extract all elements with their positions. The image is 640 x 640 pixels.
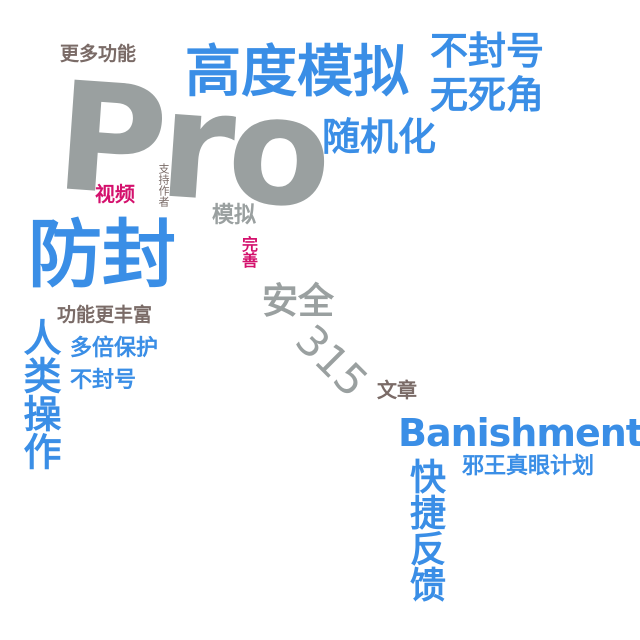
- word-beibei-baohu: 多倍保护: [70, 336, 159, 361]
- word-rulei-caozuo: 人类操作: [17, 318, 61, 470]
- word-kuaijie-fankui: 快捷反馈: [404, 458, 445, 602]
- word-moni: 模拟: [212, 203, 257, 228]
- word-bu-feng-hao-left: 不封号: [70, 368, 137, 393]
- word-315: 315: [286, 315, 378, 407]
- word-wanshan: 完善: [239, 236, 258, 268]
- word-zhichi-zuozhe: 支持作者: [157, 163, 170, 207]
- word-anquan: 安全: [262, 281, 335, 322]
- word-geng-duo-gongneng: 更多功能: [60, 43, 137, 65]
- word-gaodu-moni: 高度模拟: [185, 40, 409, 105]
- word-sui-ji-hua: 随机化: [322, 115, 437, 159]
- word-bu-feng-hao-top: 不封号: [430, 29, 545, 73]
- word-wenzhang: 文章: [377, 378, 417, 402]
- word-xieewang: 邪王真眼计划: [462, 454, 595, 479]
- word-fangfeng: 防封: [28, 212, 176, 298]
- word-shipin: 视频: [95, 182, 135, 206]
- word-banishment: Banishment: [398, 411, 640, 455]
- word-gongneng-geng-fengfu: 功能更丰富: [57, 304, 153, 326]
- word-wu-si-jiao: 无死角: [430, 73, 545, 117]
